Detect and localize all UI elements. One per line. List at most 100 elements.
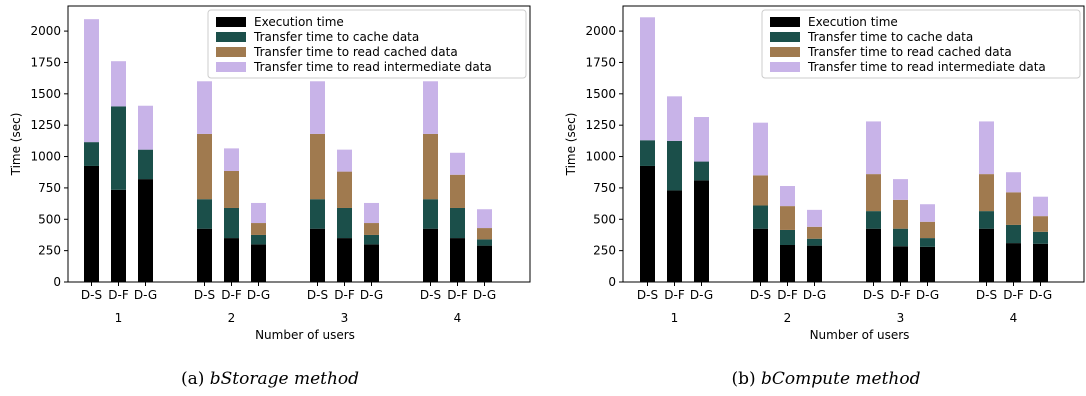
bar-segment-intermediate bbox=[920, 204, 935, 222]
legend-box bbox=[207, 9, 527, 79]
x-tick-label: D-G bbox=[916, 288, 939, 302]
x-tick-label: D-S bbox=[637, 288, 658, 302]
bar-segment-execution bbox=[866, 228, 881, 282]
bar-segment-cache bbox=[667, 140, 682, 191]
y-tick-label: 0 bbox=[53, 275, 61, 289]
bar-segment-cache bbox=[866, 211, 881, 229]
x-tick-label: D-S bbox=[194, 288, 215, 302]
x-tick-label: D-F bbox=[1003, 288, 1024, 302]
y-tick-label: 1250 bbox=[585, 118, 616, 132]
y-tick-label: 1750 bbox=[585, 55, 616, 69]
x-axis-label: Number of users bbox=[255, 328, 355, 342]
y-tick-label: 1250 bbox=[30, 118, 61, 132]
y-tick-label: 2000 bbox=[585, 24, 616, 38]
bar-segment-intermediate bbox=[477, 209, 492, 229]
x-tick-label: D-S bbox=[420, 288, 441, 302]
bar-segment-execution bbox=[753, 228, 768, 282]
bar-segment-execution bbox=[251, 244, 266, 282]
y-tick-label: 1000 bbox=[30, 150, 61, 164]
legend-label: Transfer time to cache data bbox=[807, 30, 973, 44]
bar-segment-read_cached bbox=[197, 133, 212, 200]
y-axis-label: Time (sec) bbox=[564, 113, 578, 177]
bar-segment-read_cached bbox=[337, 171, 352, 208]
bar-segment-read_cached bbox=[807, 226, 822, 239]
y-tick-label: 250 bbox=[38, 244, 61, 258]
bar-segment-cache bbox=[364, 234, 379, 245]
legend-label: Transfer time to read intermediate data bbox=[253, 60, 492, 74]
y-tick-label: 2000 bbox=[30, 24, 61, 38]
bar-segment-intermediate bbox=[251, 202, 266, 224]
chart-bstorage: D-S D-F D-G 1 D-S D-F D-G 2 D-S D-F D-G 3 D-S D-F D-G 4… bbox=[9, 5, 531, 342]
bar-segment-execution bbox=[310, 228, 325, 282]
group-label: 1 bbox=[671, 311, 679, 325]
bar-segment-cache bbox=[893, 228, 908, 247]
bar-segment-execution bbox=[640, 165, 655, 282]
x-tick-label: D-G bbox=[1029, 288, 1052, 302]
group-label: 4 bbox=[454, 311, 462, 325]
group-label: 4 bbox=[1010, 311, 1018, 325]
bar-segment-intermediate bbox=[694, 117, 709, 162]
bar-segment-read_cached bbox=[450, 174, 465, 208]
x-tick-label: D-S bbox=[750, 288, 771, 302]
bar-segment-intermediate bbox=[780, 186, 795, 207]
bar-segment-read_cached bbox=[979, 174, 994, 212]
bar-segment-intermediate bbox=[138, 105, 153, 150]
group-label: 2 bbox=[784, 311, 792, 325]
bar-segment-cache bbox=[138, 149, 153, 180]
group-label: 3 bbox=[341, 311, 349, 325]
legend-label: Execution time bbox=[254, 15, 344, 29]
bar-segment-cache bbox=[337, 207, 352, 239]
bar-segment-cache bbox=[197, 199, 212, 229]
bar-segment-cache bbox=[84, 142, 99, 166]
bar-segment-cache bbox=[1033, 231, 1048, 244]
bar-segment-execution bbox=[111, 189, 126, 282]
bar-segment-read_cached bbox=[893, 199, 908, 229]
bar-segment-cache bbox=[640, 140, 655, 166]
x-tick-label: D-G bbox=[360, 288, 383, 302]
bar-segment-read_cached bbox=[780, 206, 795, 230]
bar-segment-read_cached bbox=[364, 223, 379, 235]
bar-segment-read_cached bbox=[251, 223, 266, 235]
x-tick-label: D-G bbox=[803, 288, 826, 302]
bar-segment-cache bbox=[423, 199, 438, 229]
legend-label: Transfer time to read cached data bbox=[807, 45, 1012, 59]
bar-segment-cache bbox=[920, 238, 935, 247]
bar-segment-cache bbox=[780, 229, 795, 245]
bar-segment-cache bbox=[753, 205, 768, 229]
y-tick-label: 500 bbox=[38, 212, 61, 226]
bar-segment-cache bbox=[477, 239, 492, 246]
y-axis-label: Time (sec) bbox=[9, 113, 23, 177]
x-tick-label: D-F bbox=[664, 288, 685, 302]
legend-label: Transfer time to read intermediate data bbox=[807, 60, 1046, 74]
bar-segment-cache bbox=[111, 106, 126, 190]
x-tick-label: D-S bbox=[863, 288, 884, 302]
bar-segment-cache bbox=[310, 199, 325, 229]
y-tick-label: 750 bbox=[38, 181, 61, 195]
x-tick-label: D-F bbox=[447, 288, 468, 302]
legend-label: Transfer time to read cached data bbox=[253, 45, 458, 59]
x-tick-label: D-S bbox=[976, 288, 997, 302]
bar-segment-cache bbox=[224, 207, 239, 239]
bar-segment-cache bbox=[979, 211, 994, 229]
bar-segment-execution bbox=[450, 238, 465, 282]
legend-box bbox=[761, 9, 1081, 79]
legend-swatch-execution bbox=[216, 17, 246, 27]
bar-segment-execution bbox=[138, 179, 153, 282]
bar-segment-read_cached bbox=[477, 228, 492, 240]
bar-segment-intermediate bbox=[337, 149, 352, 172]
bar-segment-execution bbox=[423, 228, 438, 282]
bar-segment-execution bbox=[920, 246, 935, 282]
legend-swatch-intermediate bbox=[216, 62, 246, 72]
caption-b: (b) bCompute method bbox=[731, 369, 920, 389]
bar-segment-read_cached bbox=[423, 133, 438, 200]
x-tick-label: D-F bbox=[777, 288, 798, 302]
bar-segment-intermediate bbox=[807, 209, 822, 227]
bar-segment-execution bbox=[694, 180, 709, 282]
legend-swatch-execution bbox=[770, 17, 800, 27]
bar-segment-intermediate bbox=[450, 152, 465, 175]
chart-bcompute: D-S D-F D-G 1 D-S D-F D-G 2 D-S D-F D-G 3 D-S D-F D-G 4… bbox=[564, 5, 1085, 342]
y-tick-label: 1500 bbox=[30, 87, 61, 101]
y-tick-label: 1750 bbox=[30, 55, 61, 69]
